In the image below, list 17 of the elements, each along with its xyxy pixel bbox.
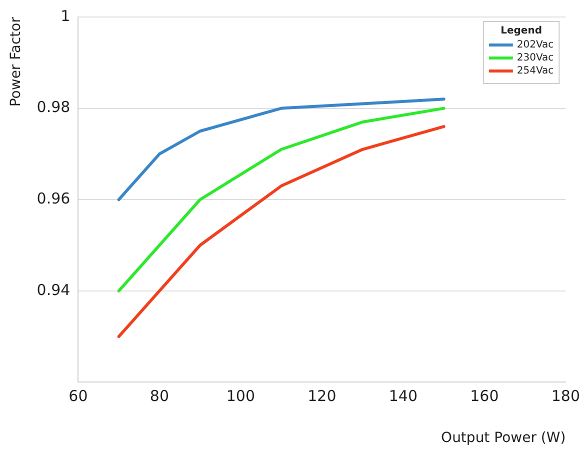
y-tick-label: 0.94	[36, 280, 70, 299]
x-axis-title: Output Power (W)	[441, 430, 566, 446]
y-tick-label: 1	[60, 6, 70, 25]
x-tick-label: 80	[150, 387, 169, 406]
y-axis-title: Power Factor	[8, 16, 24, 107]
x-tick-label: 180	[551, 387, 580, 406]
y-tick-label: 0.98	[36, 98, 70, 116]
legend-label: 254Vac	[516, 66, 554, 77]
legend-label: 230Vac	[516, 52, 554, 64]
legend-label: 202Vac	[516, 40, 554, 51]
x-tick-label: 100	[226, 387, 256, 406]
x-tick-label: 120	[308, 387, 336, 406]
x-tick-label: 140	[388, 387, 418, 406]
y-tick-label: 0.96	[36, 189, 70, 208]
x-tick-label: 60	[68, 387, 88, 406]
legend-title: Legend	[500, 26, 542, 37]
x-tick-label: 160	[470, 387, 499, 406]
